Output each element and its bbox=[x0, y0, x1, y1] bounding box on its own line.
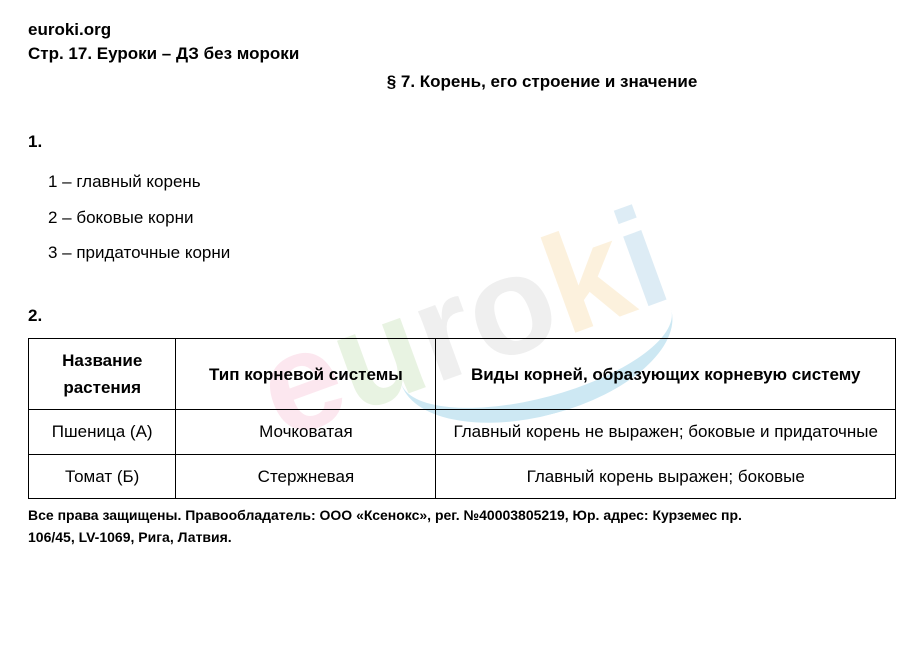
table-header: Виды корней, образующих корневую систему bbox=[436, 339, 896, 410]
table-header-row: Название растения Тип корневой системы В… bbox=[29, 339, 896, 410]
table-row: Пшеница (А) Мочковатая Главный корень не… bbox=[29, 410, 896, 454]
question-1-list: 1 – главный корень 2 – боковые корни 3 –… bbox=[48, 164, 896, 271]
question-2-number: 2. bbox=[28, 306, 896, 326]
table-cell: Мочковатая bbox=[176, 410, 436, 454]
table-cell: Пшеница (А) bbox=[29, 410, 176, 454]
table-cell: Главный корень выражен; боковые bbox=[436, 454, 896, 498]
list-item: 1 – главный корень bbox=[48, 164, 896, 200]
list-item: 3 – придаточные корни bbox=[48, 235, 896, 271]
table-cell: Главный корень не выражен; боковые и при… bbox=[436, 410, 896, 454]
copyright-footer: Все права защищены. Правообладатель: ООО… bbox=[28, 505, 896, 548]
table-header: Тип корневой системы bbox=[176, 339, 436, 410]
footer-line: 106/45, LV-1069, Рига, Латвия. bbox=[28, 529, 232, 545]
page-reference: Стр. 17. Еуроки – ДЗ без мороки bbox=[28, 44, 896, 64]
table-row: Томат (Б) Стержневая Главный корень выра… bbox=[29, 454, 896, 498]
root-types-table: Название растения Тип корневой системы В… bbox=[28, 338, 896, 499]
question-1-number: 1. bbox=[28, 132, 896, 152]
table-cell: Томат (Б) bbox=[29, 454, 176, 498]
footer-line: Все права защищены. Правообладатель: ООО… bbox=[28, 507, 742, 523]
document-content: euroki.org Стр. 17. Еуроки – ДЗ без моро… bbox=[28, 20, 896, 548]
table-header: Название растения bbox=[29, 339, 176, 410]
site-name: euroki.org bbox=[28, 20, 896, 40]
section-title: § 7. Корень, его строение и значение bbox=[28, 72, 896, 92]
table-cell: Стержневая bbox=[176, 454, 436, 498]
list-item: 2 – боковые корни bbox=[48, 200, 896, 236]
